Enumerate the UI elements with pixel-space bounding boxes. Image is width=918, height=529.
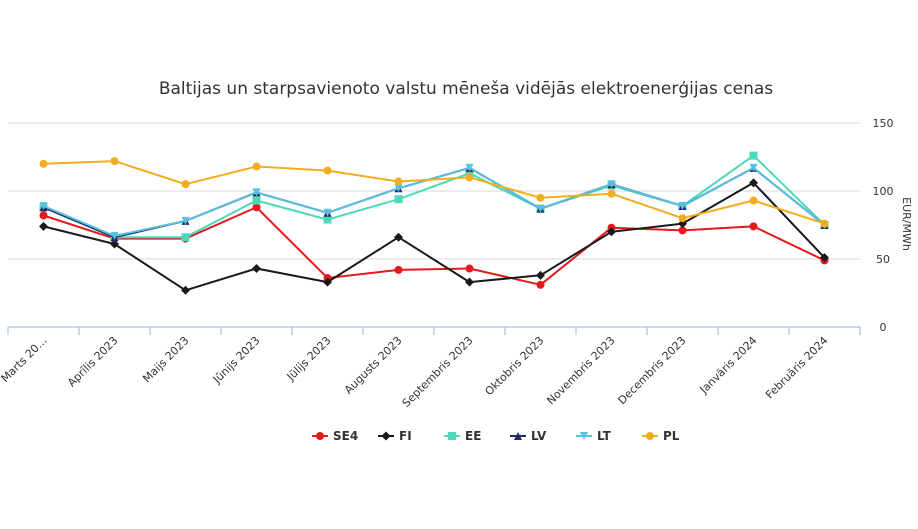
data-point <box>749 163 758 172</box>
series-lt <box>39 163 829 240</box>
data-point <box>323 277 332 287</box>
y-axis-title: EUR/MWh <box>900 197 913 251</box>
data-point <box>678 201 687 210</box>
y-tick-label: 150 <box>873 117 894 130</box>
data-point <box>536 204 545 213</box>
data-point <box>252 196 261 205</box>
legend-label: LT <box>597 429 612 443</box>
series-line <box>43 154 826 239</box>
x-tick-label: Novembris 2023 <box>544 334 617 407</box>
series-fi <box>39 178 829 295</box>
data-point <box>536 280 545 289</box>
data-point <box>465 169 474 178</box>
data-point <box>110 157 119 166</box>
legend: SE4 FI EE LV LT PL <box>312 429 680 443</box>
data-point <box>110 231 119 240</box>
data-point <box>607 180 616 189</box>
data-point <box>749 178 758 188</box>
series-line <box>43 206 825 286</box>
series-se4 <box>39 203 829 289</box>
data-point <box>394 184 403 193</box>
data-point <box>252 264 261 274</box>
x-tick-label: Februāris 2024 <box>763 334 831 402</box>
data-point <box>181 233 190 242</box>
y-axis-ticks: 0 50 100 150 <box>873 117 894 334</box>
data-point <box>394 195 403 204</box>
series-line <box>43 160 825 225</box>
x-tick-label: Septembris 2023 <box>400 334 476 410</box>
x-tick-label: Decembris 2023 <box>615 334 688 407</box>
data-point <box>749 222 758 231</box>
x-tick-label: Maijs 2023 <box>140 334 191 385</box>
y-tick-label: 50 <box>876 253 890 266</box>
data-point <box>110 239 119 249</box>
x-tick-label: Jūnijs 2023 <box>210 334 263 387</box>
x-tick-label: Jūlijs 2023 <box>284 334 334 384</box>
legend-item-lt[interactable]: LT <box>576 429 612 443</box>
legend-label: LV <box>531 429 547 443</box>
x-tick-label: Augusts 2023 <box>342 334 405 397</box>
data-point <box>678 226 687 235</box>
data-point <box>181 180 190 189</box>
legend-item-ee[interactable]: EE <box>444 429 481 443</box>
legend-item-pl[interactable]: PL <box>642 429 680 443</box>
data-point <box>514 432 522 440</box>
data-point <box>646 432 654 440</box>
data-point <box>394 177 403 186</box>
data-point <box>465 163 474 172</box>
data-point <box>536 270 545 280</box>
data-point <box>820 219 829 228</box>
data-point <box>39 221 48 231</box>
data-point <box>394 232 403 242</box>
legend-item-fi[interactable]: FI <box>378 429 412 443</box>
series-pl <box>39 157 829 228</box>
legend-item-lv[interactable]: LV <box>510 429 547 443</box>
data-point <box>678 214 687 223</box>
legend-label: FI <box>399 429 412 443</box>
x-axis-ticks: Marts 20… Aprīlis 2023 Maijs 2023 Jūnijs 20… <box>0 334 831 410</box>
x-tick-label: Janvāris 2024 <box>697 334 760 397</box>
series-lines <box>39 151 829 295</box>
y-tick-label: 0 <box>880 321 887 334</box>
data-point <box>749 196 758 205</box>
data-point <box>323 215 332 224</box>
axes <box>7 326 861 335</box>
data-point <box>381 431 391 441</box>
data-point <box>607 227 616 237</box>
data-point <box>580 432 588 440</box>
data-point <box>448 432 456 440</box>
data-point <box>39 201 48 210</box>
data-point <box>749 151 758 160</box>
y-tick-label: 100 <box>873 185 894 198</box>
chart-title: Baltijas un starpsavienoto valstu mēneša… <box>159 79 773 99</box>
data-point <box>316 432 324 440</box>
data-point <box>252 188 261 197</box>
legend-label: PL <box>663 429 680 443</box>
data-point <box>394 265 403 274</box>
data-point <box>465 264 474 273</box>
data-point <box>465 277 474 287</box>
data-point <box>465 173 474 182</box>
legend-label: EE <box>465 429 481 443</box>
data-point <box>39 211 48 220</box>
x-tick-label: Aprīlis 2023 <box>65 334 120 389</box>
data-point <box>536 193 545 202</box>
legend-label: SE4 <box>333 429 358 443</box>
series-line <box>43 181 826 292</box>
x-tick-label: Oktobris 2023 <box>482 334 546 398</box>
data-point <box>181 216 190 225</box>
data-point <box>181 285 190 295</box>
data-point <box>39 159 48 168</box>
data-point <box>252 203 261 212</box>
data-point <box>323 208 332 217</box>
data-point <box>323 166 332 175</box>
x-tick-label: Marts 20… <box>0 334 50 385</box>
data-point <box>607 189 616 198</box>
data-point <box>252 162 261 171</box>
legend-item-se4[interactable]: SE4 <box>312 429 358 443</box>
series-line <box>43 166 826 237</box>
data-point <box>820 253 829 263</box>
